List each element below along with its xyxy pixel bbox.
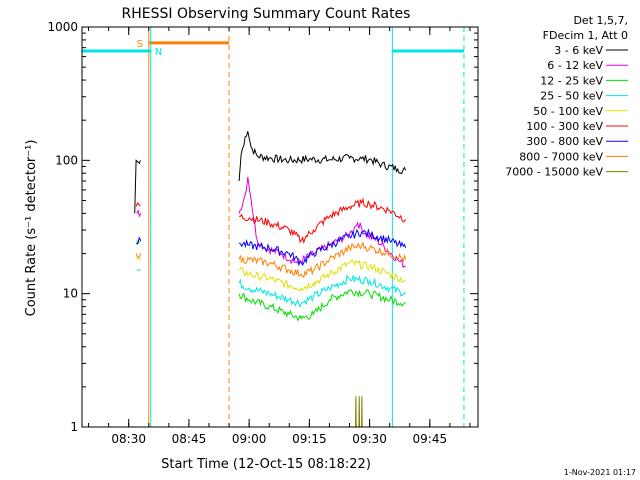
series-line-25-50-kev (136, 269, 406, 308)
x-tick-label-09-15: 09:15 (292, 432, 327, 446)
flag-label-s: S (137, 39, 143, 50)
series-line-6-12-kev (136, 176, 406, 269)
data-layer: SN (81, 27, 465, 428)
flag-label-n: N (155, 47, 162, 58)
legend-label-25-50-kev: 25 - 50 keV (540, 90, 603, 103)
plot-frame (81, 26, 479, 428)
legend-label-7000-15000-kev: 7000 - 15000 keV (505, 166, 603, 179)
x-tick-label-09-30: 09:30 (352, 432, 387, 446)
x-tick-label-09-00: 09:00 (232, 432, 267, 446)
x-axis-label: Start Time (12-Oct-15 08:18:22) (161, 457, 371, 472)
y-axis-label: Count Rate (s⁻¹ detector⁻¹) (24, 140, 39, 317)
legend-label-100-300-kev: 100 - 300 keV (526, 120, 603, 133)
legend-label-50-100-kev: 50 - 100 keV (533, 105, 603, 118)
legend-label-800-7000-kev: 800 - 7000 keV (519, 150, 603, 163)
x-tick-label-08-30: 08:30 (111, 432, 146, 446)
legend-header-line-1: Det 1,5,7, (573, 14, 628, 27)
series-line-50-100-kev (136, 256, 406, 292)
legend-label-300-800-kev: 300 - 800 keV (526, 135, 603, 148)
series-line-7000-15000-kev (355, 396, 363, 428)
x-tick-label-09-45: 09:45 (413, 432, 448, 446)
x-tick-label-08-45: 08:45 (172, 432, 207, 446)
axes-layer: 1 10 100 1000 08:30 08:45 09:00 09:15 09:30 09:45 (47, 20, 479, 446)
y-tick-label-1: 1 (70, 420, 78, 434)
timestamp: 1-Nov-2021 01:17 (564, 468, 636, 477)
series-line-12-25-kev (136, 240, 406, 322)
legend-label-3-6-kev: 3 - 6 keV (554, 44, 603, 57)
legend: 3 - 6 keV 6 - 12 keV 12 - 25 keV 25 - 50 ke… (505, 44, 628, 179)
legend-label-6-12-kev: 6 - 12 keV (547, 59, 603, 72)
legend-label-12-25-kev: 12 - 25 keV (540, 74, 603, 87)
series-line-100-300-kev (135, 197, 407, 245)
y-tick-label-10: 10 (63, 287, 78, 301)
y-tick-label-100: 100 (55, 153, 78, 167)
chart-title: RHESSI Observing Summary Count Rates (122, 6, 411, 22)
series-line-3-6-kev (134, 131, 407, 214)
legend-header-line-2: FDecim 1, Att 0 (543, 29, 628, 42)
series-line-300-800-kev (135, 228, 407, 267)
series-line-800-7000-kev (135, 241, 407, 279)
y-tick-label-1000: 1000 (47, 20, 78, 34)
